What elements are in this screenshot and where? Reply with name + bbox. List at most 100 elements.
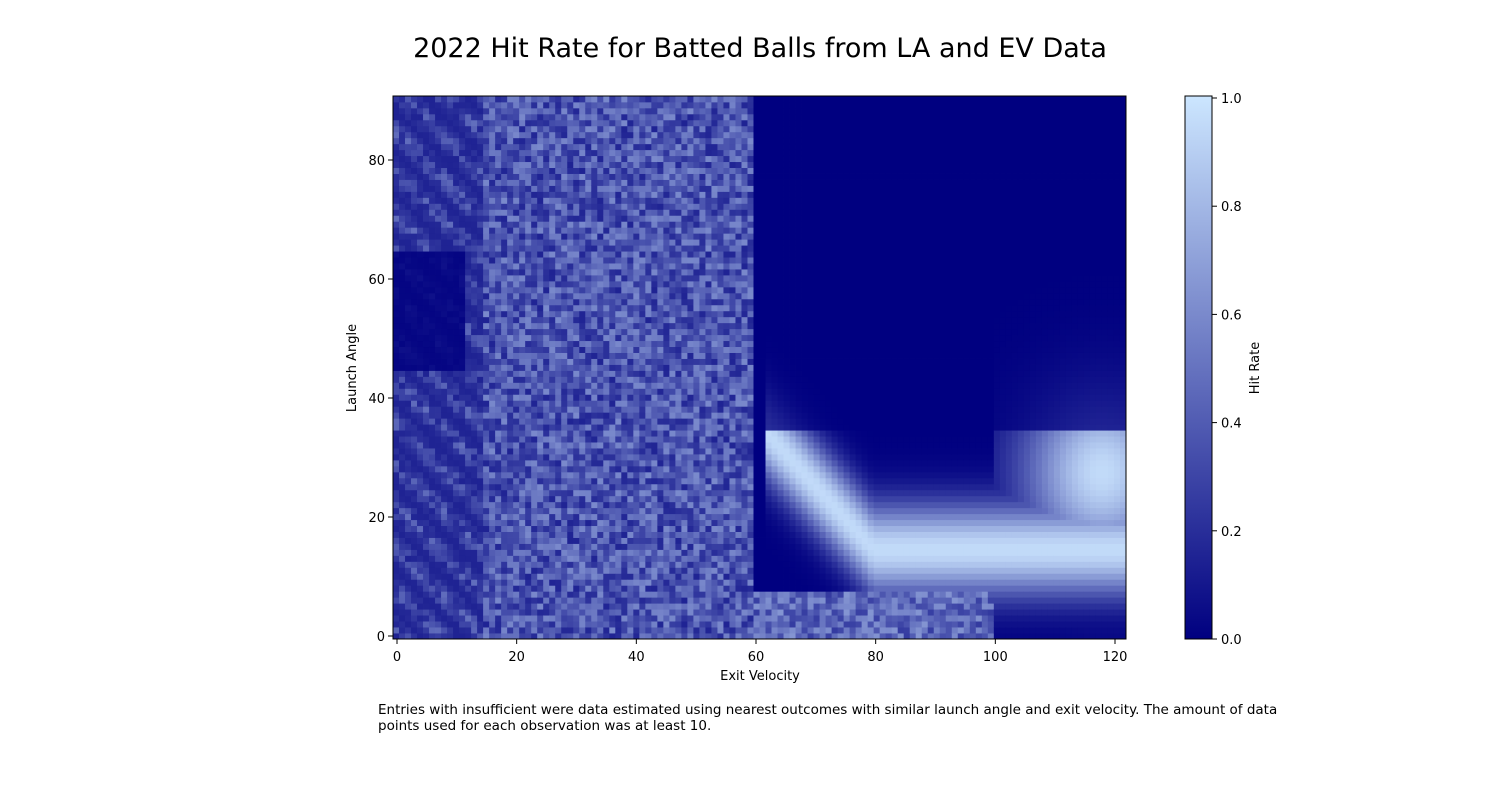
heatmap-cell xyxy=(417,471,424,479)
heatmap-cell xyxy=(441,227,448,234)
heatmap-cell xyxy=(573,125,580,133)
heatmap-cell xyxy=(447,292,454,300)
heatmap-cell xyxy=(675,155,682,163)
heatmap-cell xyxy=(489,388,496,395)
heatmap-cell xyxy=(717,561,724,568)
heatmap-cell xyxy=(597,519,604,527)
heatmap-cell xyxy=(639,627,646,634)
heatmap-cell xyxy=(549,531,556,538)
heatmap-cell xyxy=(615,376,622,383)
heatmap-cell xyxy=(531,292,538,300)
heatmap-cell xyxy=(435,96,442,103)
heatmap-cell xyxy=(639,436,646,443)
heatmap-cell xyxy=(645,275,652,282)
heatmap-cell xyxy=(711,131,718,139)
heatmap-cell xyxy=(537,364,544,371)
heatmap-cell xyxy=(489,507,496,515)
heatmap-cell xyxy=(537,412,544,419)
heatmap-cell xyxy=(609,334,616,342)
heatmap-cell xyxy=(561,233,568,240)
heatmap-cell xyxy=(405,191,412,198)
heatmap-cell xyxy=(531,125,538,133)
heatmap-cell xyxy=(417,459,424,467)
heatmap-cell xyxy=(711,233,718,240)
heatmap-cell xyxy=(663,203,670,210)
heatmap-cell xyxy=(501,96,508,103)
heatmap-cell xyxy=(711,298,718,306)
heatmap-cell xyxy=(567,525,574,532)
heatmap-cell xyxy=(615,489,622,497)
heatmap-cell xyxy=(609,143,616,151)
heatmap-cell xyxy=(471,567,478,574)
heatmap-cell xyxy=(453,436,460,443)
heatmap-cell xyxy=(711,418,718,425)
heatmap-cell xyxy=(591,328,598,336)
heatmap-cell xyxy=(495,251,502,258)
heatmap-cell xyxy=(555,173,562,180)
heatmap-cell xyxy=(519,340,526,348)
heatmap-cell xyxy=(453,579,460,586)
heatmap-cell xyxy=(663,418,670,425)
heatmap-cell xyxy=(549,292,556,300)
heatmap-cell xyxy=(447,465,454,473)
heatmap-cell xyxy=(651,459,658,467)
heatmap-cell xyxy=(483,304,490,312)
heatmap-cell xyxy=(441,513,448,521)
heatmap-cell xyxy=(549,185,556,192)
heatmap-cell xyxy=(501,418,508,425)
heatmap-cell xyxy=(663,597,670,604)
heatmap-cell xyxy=(441,167,448,174)
heatmap-cell xyxy=(627,406,634,413)
heatmap-cell xyxy=(651,185,658,192)
heatmap-cell xyxy=(435,322,442,330)
heatmap-cell xyxy=(711,203,718,210)
heatmap-cell xyxy=(675,137,682,145)
heatmap-cell xyxy=(537,537,544,544)
heatmap-cell xyxy=(549,310,556,318)
heatmap-cell xyxy=(699,436,706,443)
heatmap-cell xyxy=(531,465,538,473)
heatmap-cell xyxy=(501,269,508,276)
heatmap-cell xyxy=(513,215,520,222)
heatmap-cell xyxy=(675,221,682,228)
heatmap-cell xyxy=(633,495,640,503)
heatmap-cell xyxy=(561,131,568,139)
heatmap-cell xyxy=(591,346,598,353)
heatmap-cell xyxy=(525,322,532,330)
heatmap-cell xyxy=(567,269,574,276)
heatmap-cell xyxy=(423,197,430,204)
heatmap-cell xyxy=(585,203,592,210)
heatmap-cell xyxy=(447,436,454,443)
heatmap-cell xyxy=(711,119,718,127)
heatmap-cell xyxy=(705,131,712,139)
heatmap-cell xyxy=(579,215,586,222)
heatmap-cell xyxy=(609,465,616,473)
heatmap-cell xyxy=(417,346,424,353)
heatmap-cell xyxy=(597,412,604,419)
heatmap-cell xyxy=(549,507,556,515)
heatmap-cell xyxy=(651,310,658,318)
heatmap-cell xyxy=(651,173,658,180)
heatmap-cell xyxy=(579,543,586,550)
heatmap-cell xyxy=(693,203,700,210)
heatmap-cell xyxy=(693,615,700,622)
heatmap-cell xyxy=(591,161,598,169)
heatmap-cell xyxy=(645,621,652,628)
heatmap-cell xyxy=(681,113,688,121)
heatmap-cell xyxy=(423,549,430,556)
heatmap-cell xyxy=(405,621,412,628)
heatmap-cell xyxy=(417,549,424,556)
heatmap-cell xyxy=(603,585,610,592)
heatmap-cell xyxy=(657,459,664,467)
heatmap-cell xyxy=(717,310,724,318)
heatmap-cell xyxy=(489,501,496,509)
heatmap-cell xyxy=(621,334,628,342)
heatmap-cell xyxy=(537,471,544,479)
heatmap-cell xyxy=(561,269,568,276)
heatmap-cell xyxy=(513,442,520,449)
heatmap-cell xyxy=(417,537,424,544)
heatmap-cell xyxy=(675,161,682,169)
heatmap-cell xyxy=(465,424,472,431)
heatmap-cell xyxy=(405,352,412,359)
heatmap-cell xyxy=(417,579,424,586)
